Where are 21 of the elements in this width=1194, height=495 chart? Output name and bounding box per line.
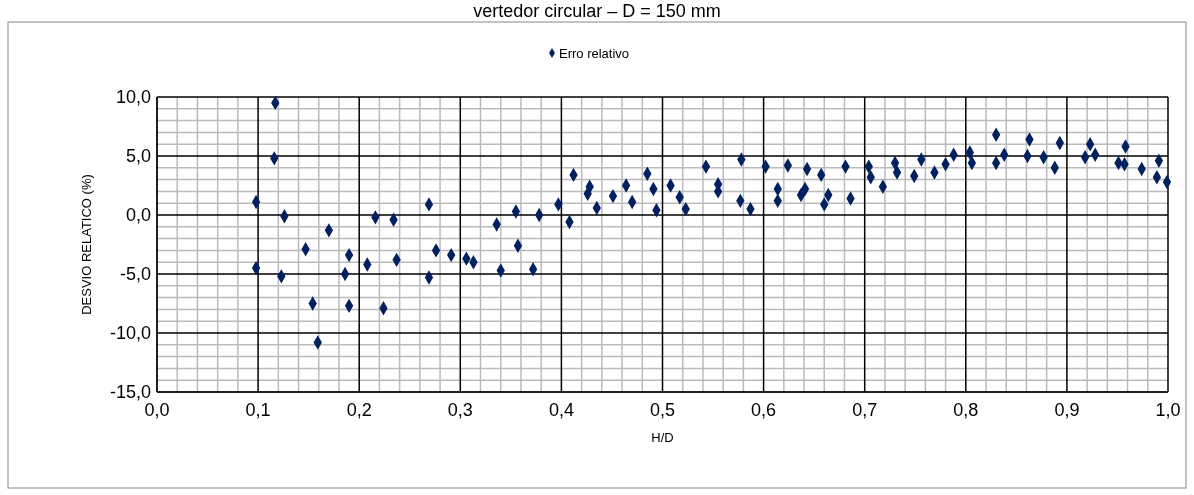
y-tick-label: -5,0 <box>119 264 151 284</box>
y-tick-label: -10,0 <box>109 323 151 343</box>
x-tick-label: 0,4 <box>548 400 574 420</box>
x-tick-label: 1,0 <box>1155 400 1181 420</box>
x-tick-label: 0,9 <box>1054 400 1080 420</box>
x-tick-label: 0,8 <box>953 400 979 420</box>
legend-label: Erro relativo <box>559 46 630 61</box>
x-tick-label: 0,6 <box>751 400 777 420</box>
y-tick-label: -15,0 <box>109 382 151 402</box>
chart-title: vertedor circular – D = 150 mm <box>473 1 721 21</box>
y-tick-label: 5,0 <box>125 146 151 166</box>
x-axis-title: H/D <box>651 430 674 445</box>
x-tick-label: 0,2 <box>346 400 372 420</box>
y-tick-label: 10,0 <box>115 87 151 107</box>
x-tick-label: 0,0 <box>144 400 170 420</box>
x-tick-label: 0,5 <box>649 400 676 420</box>
y-axis-title: DESVIO RELATICO (%) <box>79 174 94 315</box>
x-tick-label: 0,7 <box>852 400 878 420</box>
x-tick-label: 0,3 <box>447 400 473 420</box>
y-tick-label: 0,0 <box>125 205 151 225</box>
x-tick-label: 0,1 <box>245 400 271 420</box>
